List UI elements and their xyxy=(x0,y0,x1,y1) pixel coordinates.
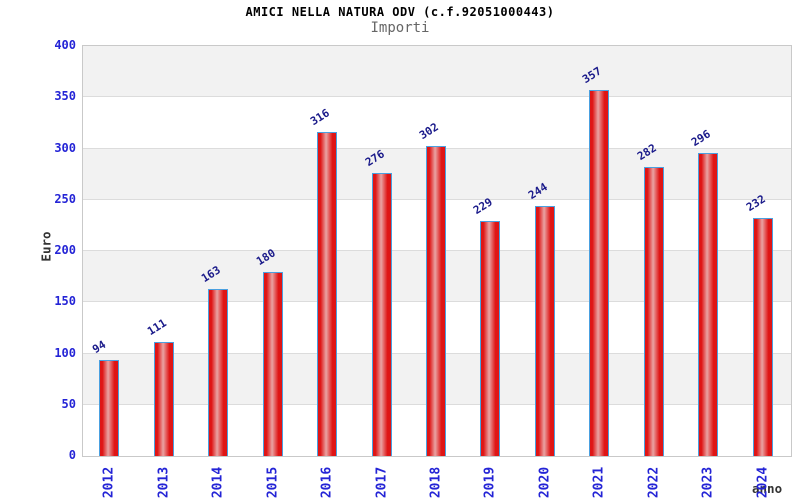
plot-area: 94 111 163 180 316 276 302 229 244 357 282 296 232 xyxy=(82,45,792,457)
bar-2013 xyxy=(153,342,174,456)
bar-2020 xyxy=(534,205,555,456)
bar-2015 xyxy=(262,271,283,456)
y-tick-label: 100 xyxy=(54,345,76,360)
y-tick-label: 0 xyxy=(68,448,76,462)
x-tick-label: 2023 xyxy=(700,466,716,499)
x-tick-label: 2024 xyxy=(755,466,771,499)
chart-title: AMICI NELLA NATURA ODV (c.f.92051000443) xyxy=(245,5,555,19)
x-tick-label: 2015 xyxy=(265,466,281,499)
y-tick-label: 350 xyxy=(54,89,76,104)
y-tick-label: 250 xyxy=(54,191,76,206)
chart-subtitle: Importi xyxy=(370,20,430,36)
x-tick-label: 2016 xyxy=(319,466,335,499)
bar-2014 xyxy=(208,288,229,456)
y-tick-label: 150 xyxy=(54,294,76,309)
x-tick-label: 2022 xyxy=(646,466,662,499)
y-tick-label: 300 xyxy=(54,140,76,155)
x-tick-label: 2019 xyxy=(482,466,498,499)
bar-value-label: 316 xyxy=(308,106,332,129)
x-tick-label: 2012 xyxy=(101,466,117,499)
bar-value-label: 111 xyxy=(144,316,169,339)
x-tick-label: 2017 xyxy=(374,466,390,499)
bar-2016 xyxy=(317,132,338,456)
bar-2021 xyxy=(589,90,610,456)
y-tick-label: 400 xyxy=(54,38,76,52)
bar-2023 xyxy=(698,152,719,456)
y-tick-label: 50 xyxy=(61,396,76,411)
x-tick-label: 2013 xyxy=(156,466,172,499)
x-tick-label: 2020 xyxy=(537,466,553,499)
x-axis-title: anno xyxy=(752,481,783,496)
y-tick-label: 200 xyxy=(54,243,76,257)
grid-band xyxy=(83,46,791,98)
x-tick-label: 2021 xyxy=(591,466,607,499)
x-tick-label: 2014 xyxy=(210,466,226,499)
bar-2024 xyxy=(752,218,773,456)
gridline xyxy=(83,96,791,98)
bar-2022 xyxy=(643,166,664,456)
x-tick-label: 2018 xyxy=(428,466,444,499)
bar-value-label: 302 xyxy=(417,120,441,143)
bar-2012 xyxy=(99,359,120,456)
bar-2018 xyxy=(426,146,446,456)
bar-2017 xyxy=(371,173,392,456)
bar-2019 xyxy=(480,221,501,456)
bar-value-label: 296 xyxy=(689,127,714,149)
